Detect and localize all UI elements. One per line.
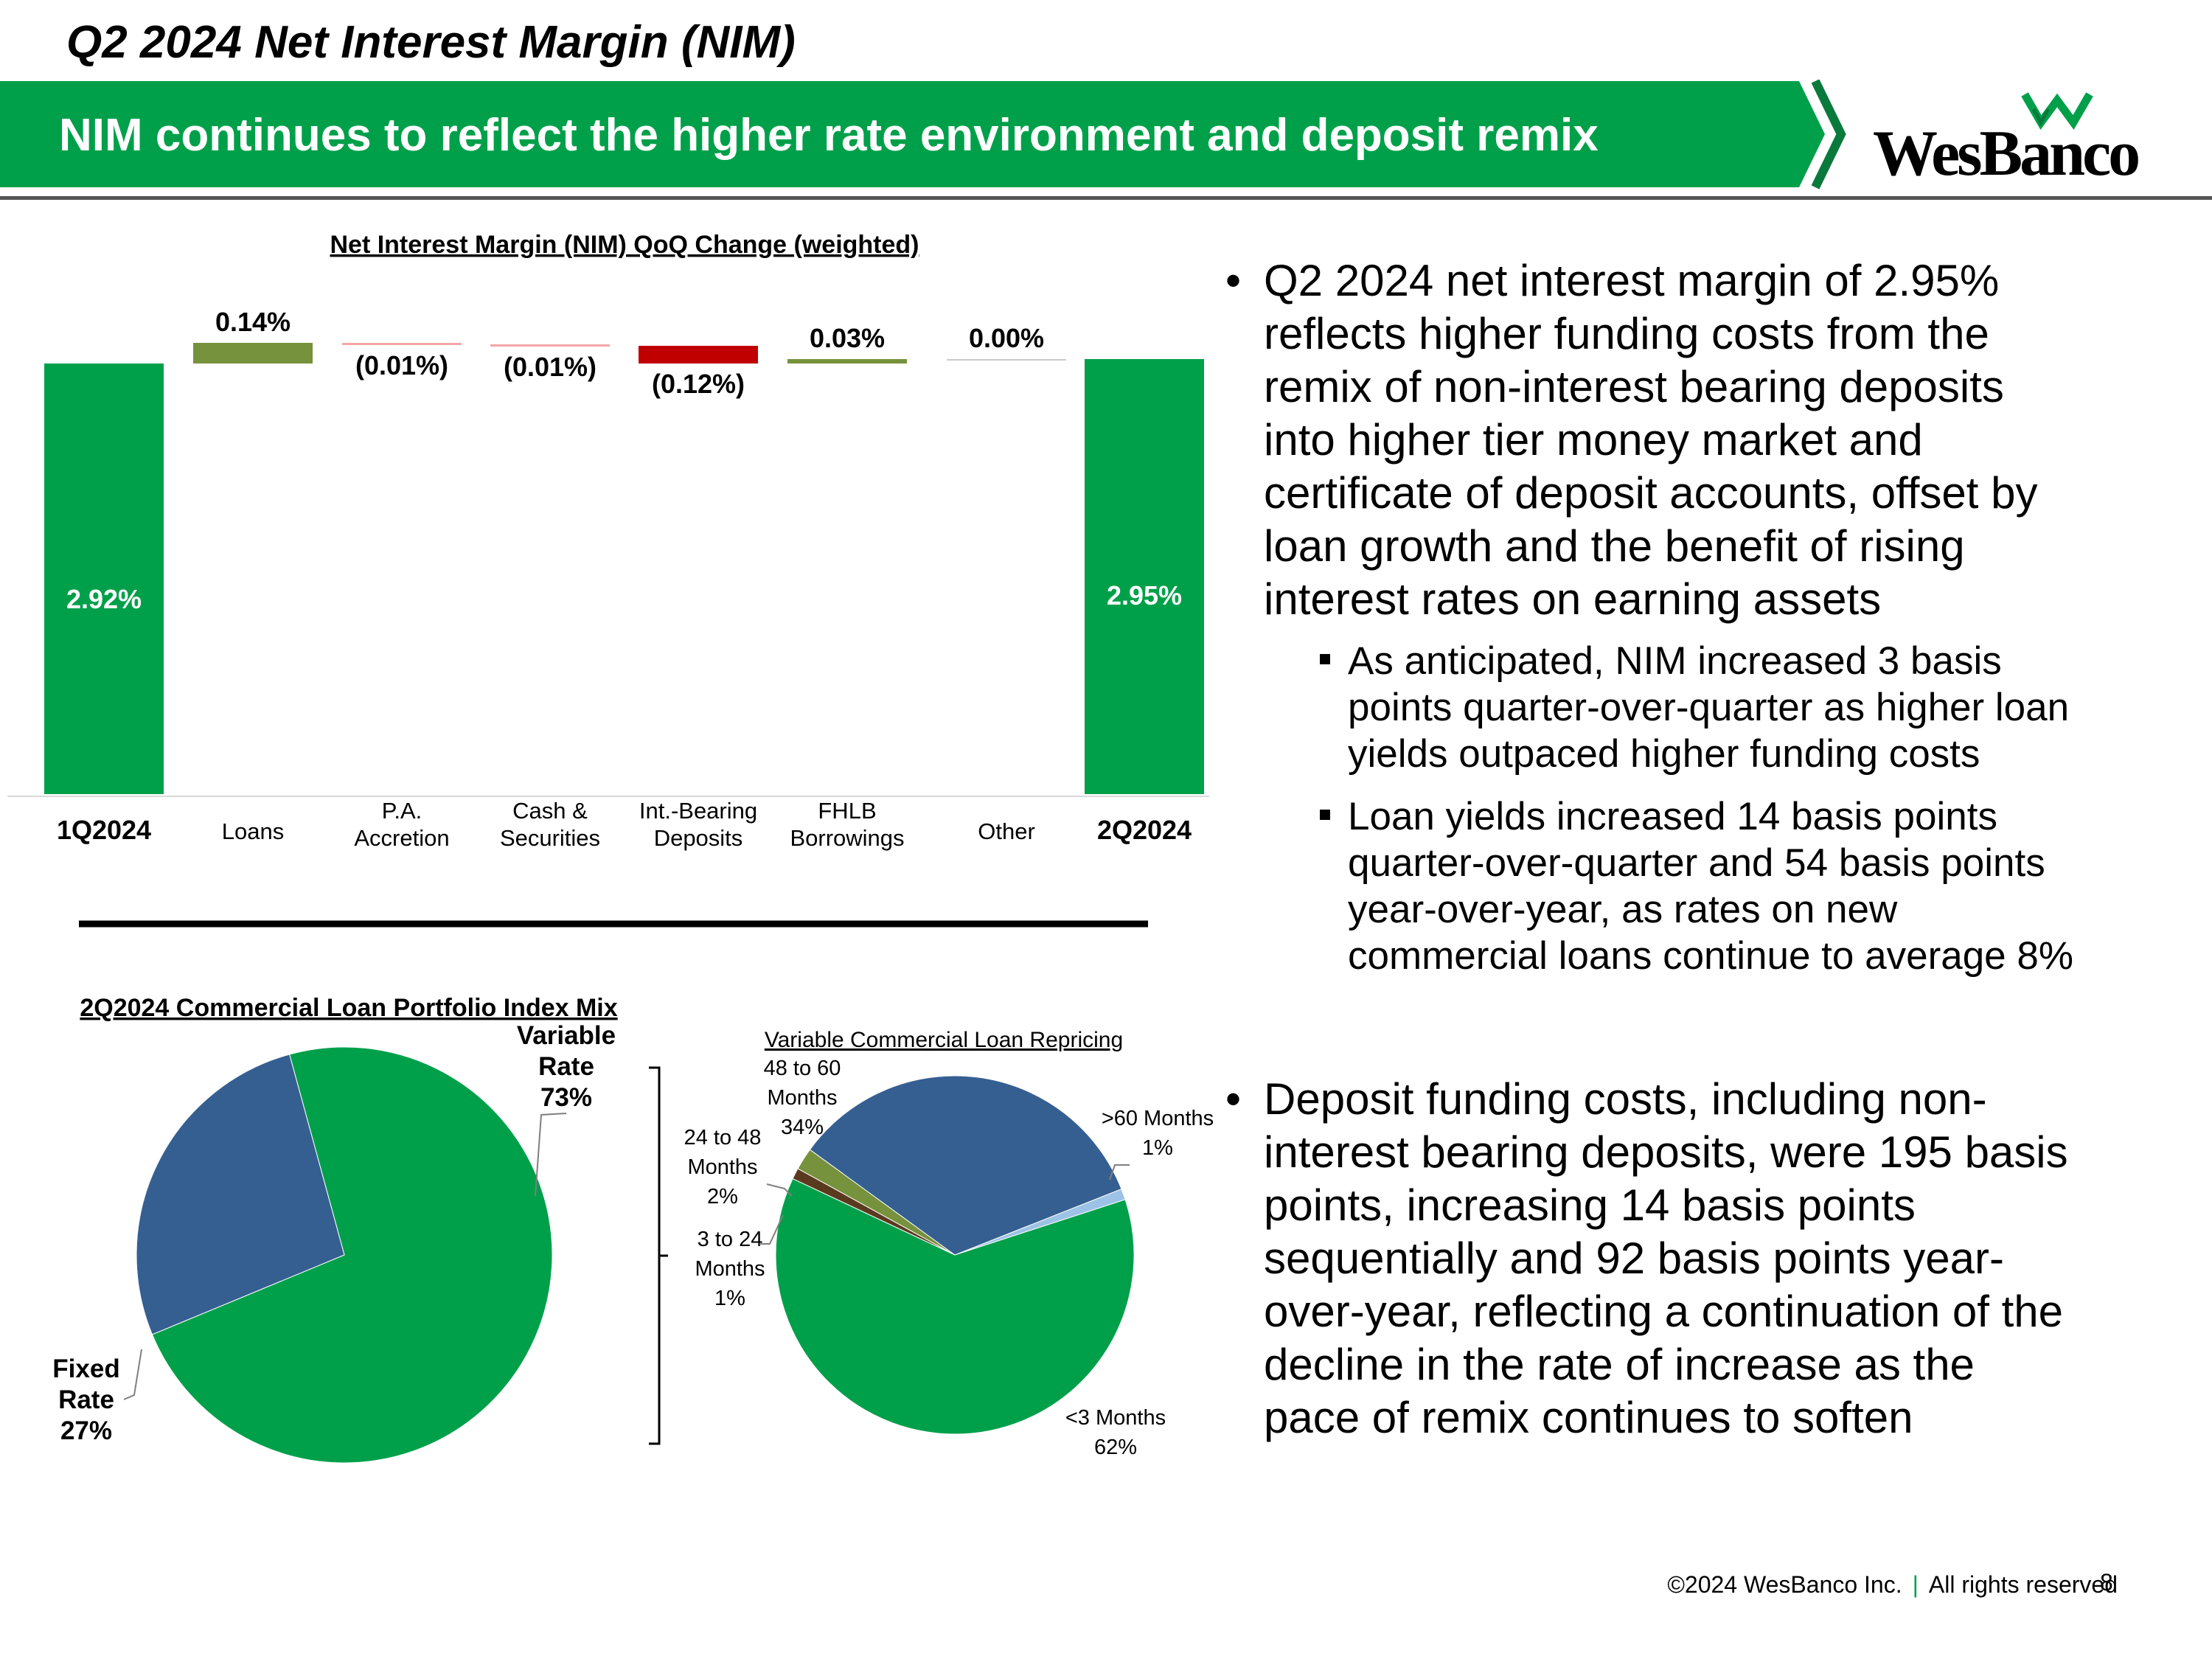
label-3-to-24-months: 3 to 24 Months 1% (695, 1228, 765, 1310)
index-mix-title: 2Q2024 Commercial Loan Portfolio Index M… (80, 994, 617, 1022)
page-title: Q2 2024 Net Interest Margin (NIM) (66, 17, 796, 68)
repricing-slice-3-months (775, 1178, 1135, 1435)
data-label-int-bearing-deposits: (0.12%) (652, 369, 745, 399)
bar-loans (193, 343, 313, 364)
sub-bullet-line: year-over-year, as rates on new (1348, 888, 1898, 931)
sub-bullet-line: Loan yields increased 14 basis points (1348, 795, 1997, 838)
leader-variable-rate (535, 1113, 567, 1197)
header-rule (0, 196, 2212, 200)
bullet-2-text: Deposit funding costs, including non-int… (1264, 1073, 2185, 1444)
leader-over-60-months (1109, 1164, 1130, 1180)
sub-bullet-line: commercial loans continue to average 8% (1348, 934, 2073, 978)
data-label-2q2024: 2.95% (1107, 580, 1182, 611)
bullet-1-line: reflects higher funding costs from the (1264, 309, 1989, 358)
bar-fhlb-borrowings (787, 359, 907, 364)
category-label-loans: Loans (222, 818, 284, 844)
bullet-2-line: decline in the rate of increase as the (1264, 1340, 1975, 1389)
footer-copyright: ©2024 WesBanco Inc. (1667, 1571, 1902, 1598)
waterfall-title: Net Interest Margin (NIM) QoQ Change (we… (330, 231, 919, 259)
repricing-slice-48-to-60-months (809, 1075, 1122, 1256)
label-over-60-months: >60 Months 1% (1102, 1107, 1214, 1160)
category-label-1q2024: 1Q2024 (57, 815, 151, 845)
data-label-p-a-accretion: (0.01%) (355, 350, 448, 380)
bullet-2-line: Deposit funding costs, including non- (1264, 1074, 1987, 1124)
footer: ©2024 WesBanco Inc. | All rights reserved (1667, 1571, 2118, 1599)
bullet-dot: • (1225, 1074, 1242, 1124)
bullet-1-line: certificate of deposit accounts, offset … (1264, 468, 2038, 518)
logo-text: WesBanco (1873, 118, 2140, 189)
category-label-fhlb-borrowings: FHLB Borrowings (790, 798, 904, 851)
bullet-2-line: interest bearing deposits, were 195 basi… (1264, 1127, 2068, 1177)
leader-24-to-48-months (766, 1183, 793, 1197)
data-label-1q2024: 2.92% (66, 584, 142, 614)
bullet-2-line: sequentially and 92 basis points year- (1264, 1234, 2004, 1283)
bullet-1-line: into higher tier money market and (1264, 415, 1923, 465)
label-48-to-60-months: 48 to 60 Months 34% (764, 1057, 841, 1139)
bar-p-a-accretion (342, 343, 462, 345)
leader-3-to-24-months (759, 1214, 784, 1245)
footer-separator: | (1912, 1571, 1919, 1598)
category-label-cash-securities: Cash & Securities (500, 798, 600, 851)
category-label-p-a-accretion: P.A. Accretion (354, 798, 449, 851)
bullet-2-line: pace of remix continues to soften (1264, 1393, 1913, 1442)
sub-bullet-marker (1320, 810, 1330, 820)
sub-bullet-line: yields outpaced higher funding costs (1348, 732, 1980, 776)
bar-other (947, 359, 1066, 361)
bar-cash-securities (490, 344, 610, 347)
bullet-1-text: Q2 2024 net interest margin of 2.95% refl… (1264, 254, 2185, 626)
sub-bullet-line: points quarter-over-quarter as higher lo… (1348, 686, 2070, 729)
sub-bullet-text: Loan yields increased 14 basis points qua… (1348, 793, 2174, 979)
leader-fixed-rate (123, 1349, 142, 1400)
data-label-fhlb-borrowings: 0.03% (810, 323, 885, 353)
sub-bullet-line: As anticipated, NIM increased 3 basis (1348, 639, 2002, 683)
bullet-1-line: interest rates on earning assets (1264, 574, 1882, 624)
bullet-2-line: points, increasing 14 basis points (1264, 1180, 1916, 1230)
category-label-int-bearing-deposits: Int.-Bearing Deposits (639, 798, 757, 851)
bullet-1-line: Q2 2024 net interest margin of 2.95% (1264, 256, 2000, 305)
bullet-dot: • (1225, 256, 1242, 305)
bullet-1-line: loan growth and the benefit of rising (1264, 521, 1965, 571)
index-mix-slice-fixed-rate (136, 1054, 345, 1335)
wesbanco-logo: WesBanco (1873, 87, 2146, 189)
data-label-loans: 0.14% (215, 307, 291, 337)
repricing-bracket (649, 1066, 661, 1445)
label-24-to-48-months: 24 to 48 Months 2% (684, 1126, 762, 1208)
page-number: 8 (2100, 1569, 2113, 1596)
bullet-1-line: remix of non-interest bearing deposits (1264, 362, 2004, 411)
slide-subtitle: NIM continues to reflect the higher rate… (59, 110, 1599, 161)
index-mix-slice-variable-rate (151, 1046, 553, 1464)
category-label-2q2024: 2Q2024 (1097, 815, 1192, 845)
repricing-title: Variable Commercial Loan Repricing (765, 1028, 1123, 1052)
header-banner (0, 80, 1846, 189)
wesbanco-w-logo-icon (2021, 92, 2093, 131)
footer-rights: All rights reserved (1928, 1571, 2118, 1598)
loan-pie-charts: 2Q2024 Commercial Loan Portfolio Index M… (52, 994, 1214, 1464)
sub-bullet-line: quarter-over-quarter and 54 basis points (1348, 841, 2045, 885)
data-label-other: 0.00% (969, 323, 1044, 353)
bar-2q2024 (1085, 359, 1204, 794)
label-under-3-months: <3 Months 62% (1065, 1406, 1166, 1459)
label-fixed-rate: Fixed Rate 27% (52, 1354, 119, 1445)
bar-1q2024 (44, 364, 164, 794)
sub-bullet-text: As anticipated, NIM increased 3 basis poi… (1348, 638, 2174, 777)
nim-waterfall-chart: Net Interest Margin (NIM) QoQ Change (we… (7, 231, 1209, 928)
label-variable-rate: Variable Rate 73% (517, 1021, 616, 1112)
data-label-cash-securities: (0.01%) (504, 352, 597, 382)
bar-int-bearing-deposits (639, 346, 758, 364)
category-label-other: Other (978, 818, 1035, 844)
bullet-2-line: over-year, reflecting a continuation of … (1264, 1287, 2063, 1336)
sub-bullet-marker (1320, 654, 1330, 664)
